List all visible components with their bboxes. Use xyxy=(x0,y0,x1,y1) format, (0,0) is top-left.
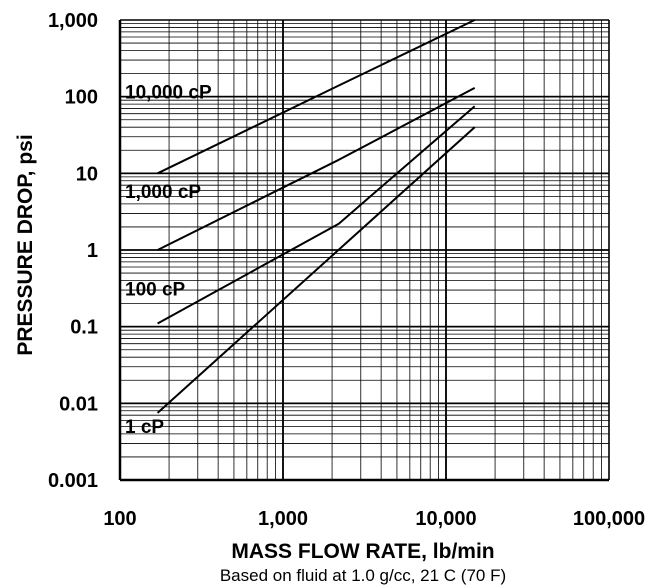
y-tick-label: 1,000 xyxy=(48,10,98,32)
plot-frame xyxy=(118,20,609,482)
series-layer xyxy=(156,19,476,414)
conditions-note: Based on fluid at 1.0 g/cc, 21 C (70 F) xyxy=(220,566,506,585)
series-label-3: 1 cP xyxy=(125,417,164,438)
y-tick-label: 1 xyxy=(87,240,98,262)
series-line-0 xyxy=(157,19,476,175)
x-tick-labels: 100 1,000 10,000 100,000 xyxy=(103,508,645,530)
grid-layer xyxy=(119,19,610,481)
series-line-3 xyxy=(156,126,476,414)
y-tick-label: 0.001 xyxy=(48,470,98,492)
series-label-1: 1,000 cP xyxy=(125,182,201,203)
x-axis-title: MASS FLOW RATE, lb/min xyxy=(231,540,494,563)
y-tick-label: 0.01 xyxy=(59,393,98,415)
series-label-2: 100 cP xyxy=(125,280,186,301)
series-line-1 xyxy=(157,87,476,251)
x-tick-label: 100 xyxy=(103,508,136,530)
y-tick-label: 0.1 xyxy=(70,317,98,339)
y-axis-title: PRESSURE DROP, psi xyxy=(14,134,37,355)
series-label-0: 10,000 cP xyxy=(125,82,212,103)
series-line-2 xyxy=(157,105,476,325)
x-tick-label: 1,000 xyxy=(258,508,308,530)
x-tick-label: 10,000 xyxy=(415,508,476,530)
series-labels: 10,000 cP 1,000 cP 100 cP 1 cP xyxy=(125,82,212,438)
y-tick-labels: 0.001 0.01 0.1 1 10 100 1,000 xyxy=(48,10,98,492)
y-tick-label: 100 xyxy=(65,87,98,109)
x-tick-label: 100,000 xyxy=(573,508,645,530)
y-tick-label: 10 xyxy=(76,163,98,185)
